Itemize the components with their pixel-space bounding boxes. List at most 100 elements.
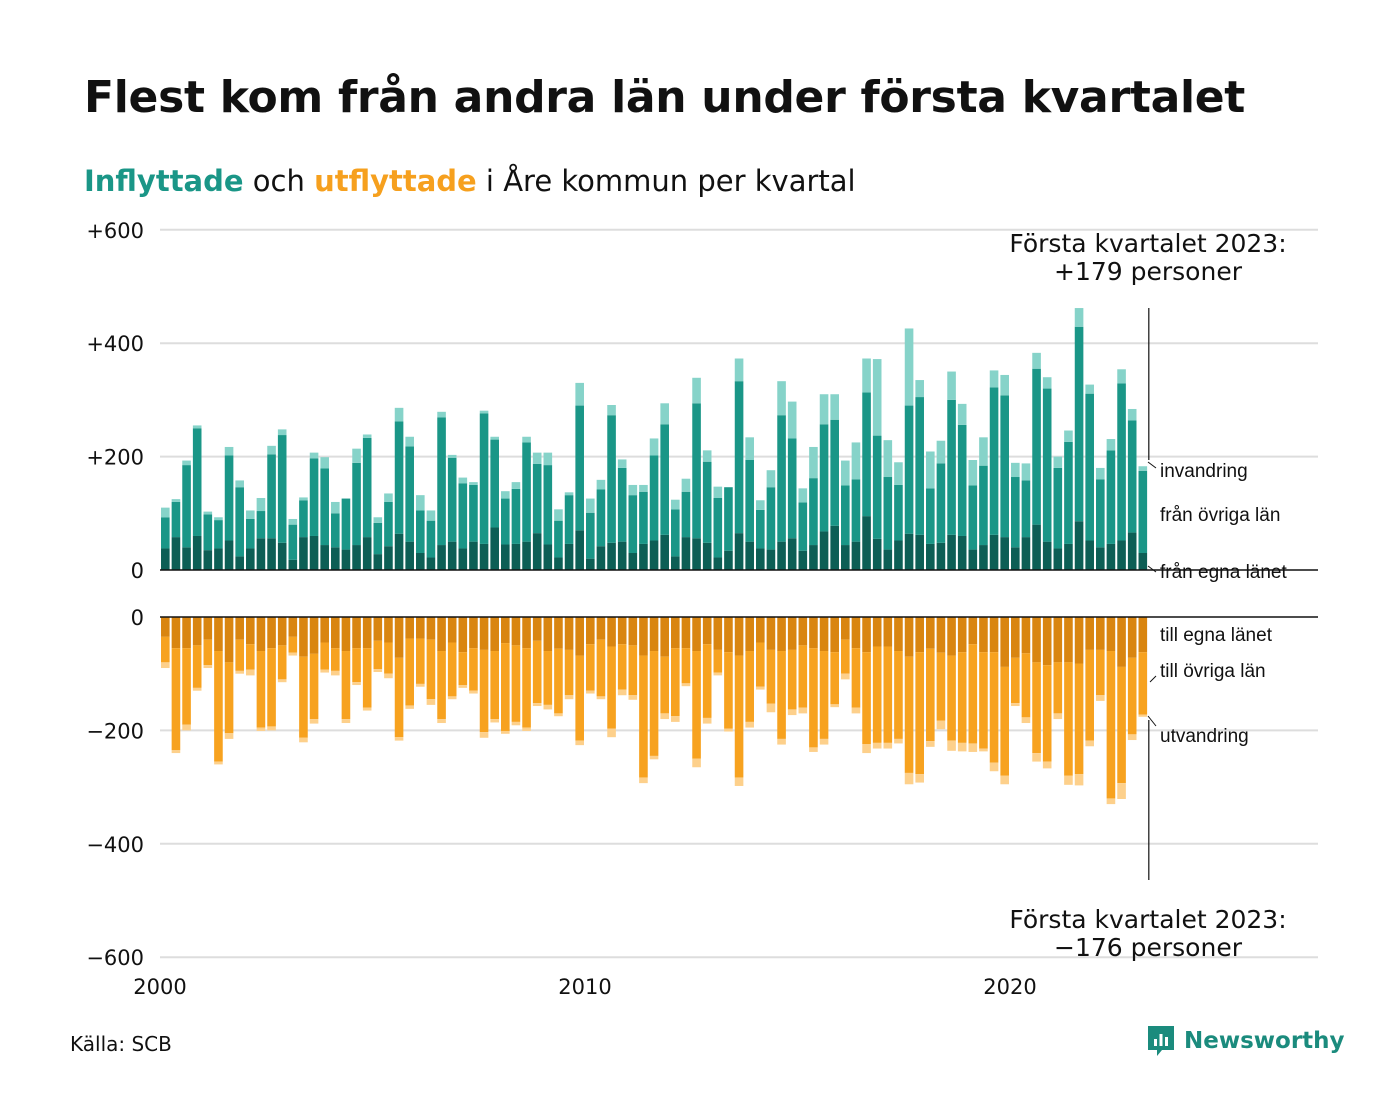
bar-in-1 [554, 520, 563, 558]
bar-in-2 [405, 436, 414, 447]
series-label-bottom-1: till övriga län [1160, 661, 1266, 682]
bar-out-2 [777, 738, 786, 745]
bar-out-0 [724, 617, 733, 653]
bar-out-0 [660, 617, 669, 657]
bar-in-0 [1117, 540, 1126, 570]
bar-out-0 [1117, 617, 1126, 667]
bar-in-0 [1042, 541, 1052, 570]
bar-out-1 [490, 651, 499, 720]
bar-out-0 [586, 617, 595, 645]
bar-out-2 [681, 683, 691, 687]
bar-in-0 [819, 531, 829, 570]
bar-out-2 [309, 719, 319, 724]
bar-in-2 [352, 448, 361, 463]
bar-out-1 [660, 656, 669, 714]
bar-out-1 [575, 655, 584, 741]
bar-out-0 [1042, 617, 1052, 666]
bar-in-0 [596, 546, 606, 570]
bar-out-1 [1074, 663, 1084, 775]
bar-out-1 [957, 652, 967, 743]
bar-in-0 [214, 548, 223, 570]
bar-in-2 [872, 359, 882, 436]
bar-in-1 [256, 511, 266, 539]
brand: Newsworthy [1146, 1024, 1345, 1058]
bar-out-2 [479, 732, 489, 738]
y-tick-label-bottom: −400 [86, 833, 144, 857]
bar-in-1 [171, 501, 181, 538]
bar-in-0 [490, 527, 499, 570]
bar-out-2 [501, 730, 510, 734]
bar-in-0 [256, 538, 266, 570]
bar-out-2 [203, 665, 213, 669]
bar-in-0 [394, 533, 404, 570]
bar-out-0 [1096, 617, 1105, 650]
bar-in-1 [989, 387, 999, 535]
bar-in-2 [936, 440, 946, 464]
bar-in-2 [1138, 466, 1148, 471]
bar-out-0 [511, 617, 521, 646]
bar-out-2 [469, 690, 478, 694]
bar-out-1 [926, 648, 935, 742]
bar-in-0 [288, 559, 298, 570]
bar-out-1 [1106, 651, 1116, 799]
bar-in-1 [883, 477, 893, 550]
bar-out-0 [957, 617, 967, 653]
bar-out-1 [713, 649, 723, 673]
bar-out-0 [756, 617, 765, 643]
bar-out-0 [968, 617, 978, 645]
bar-in-1 [671, 509, 680, 557]
bar-out-2 [947, 740, 956, 751]
bar-out-1 [362, 648, 372, 708]
bar-out-2 [1127, 734, 1137, 741]
bar-out-0 [1064, 617, 1073, 663]
bar-in-2 [809, 446, 818, 479]
bar-in-1 [1096, 479, 1105, 548]
bar-in-1 [277, 435, 287, 543]
bar-in-0 [1096, 547, 1105, 570]
bar-in-2 [639, 484, 648, 492]
bar-in-2 [522, 436, 531, 443]
bar-in-0 [171, 537, 181, 570]
bar-out-1 [532, 640, 542, 704]
bar-in-2 [957, 403, 967, 425]
bar-out-0 [596, 617, 606, 640]
bar-in-1 [798, 502, 808, 551]
bar-out-0 [628, 617, 638, 646]
bar-in-2 [214, 517, 223, 521]
bar-in-1 [447, 457, 457, 542]
bar-out-2 [192, 687, 202, 691]
bar-out-0 [617, 617, 627, 645]
bar-in-1 [214, 520, 223, 549]
bar-in-1 [426, 520, 436, 558]
bar-in-2 [596, 479, 606, 490]
bar-in-2 [766, 470, 776, 488]
bar-in-1 [362, 437, 372, 538]
bar-in-0 [766, 549, 776, 570]
bar-out-1 [214, 651, 223, 762]
bar-out-1 [320, 642, 329, 670]
brand-name: Newsworthy [1184, 1028, 1345, 1054]
bar-in-0 [798, 550, 808, 570]
bar-out-0 [872, 617, 882, 647]
bar-out-0 [235, 617, 244, 640]
bar-out-0 [607, 617, 616, 647]
bar-out-0 [639, 617, 648, 656]
bar-out-0 [1000, 617, 1009, 667]
bar-in-1 [288, 524, 298, 560]
bar-out-0 [798, 617, 808, 646]
bar-in-2 [426, 510, 436, 521]
bar-in-2 [692, 377, 701, 404]
bar-out-0 [320, 617, 329, 643]
bar-in-1 [639, 491, 648, 544]
bar-out-2 [394, 737, 404, 741]
bar-out-0 [745, 617, 754, 652]
bar-out-0 [203, 617, 213, 640]
bar-in-1 [617, 467, 627, 542]
bar-in-0 [246, 548, 255, 570]
leader-line-top-2 [1147, 565, 1157, 573]
bar-out-0 [246, 617, 255, 645]
bar-in-1 [405, 446, 414, 542]
bar-out-1 [671, 648, 680, 717]
bar-in-0 [532, 533, 542, 570]
